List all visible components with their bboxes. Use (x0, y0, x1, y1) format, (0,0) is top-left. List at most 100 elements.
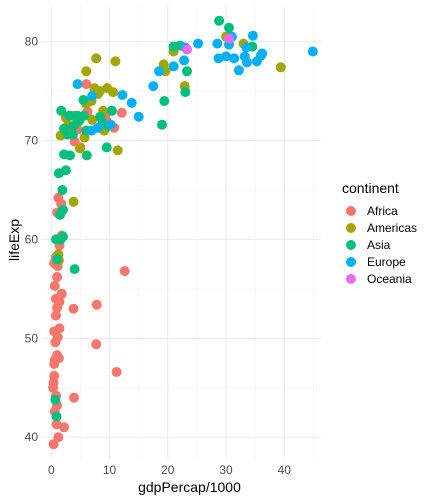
point-europe (233, 65, 244, 76)
y-tick-label: 60 (25, 232, 39, 246)
grid (42, 6, 321, 459)
data-points (48, 15, 318, 450)
y-tick-label: 40 (25, 430, 39, 444)
point-europe (72, 79, 83, 90)
point-asia (69, 264, 80, 275)
point-europe (193, 38, 204, 49)
x-tick-label: 30 (219, 463, 233, 477)
point-asia (50, 394, 61, 405)
point-europe (105, 119, 116, 130)
point-americas (68, 196, 79, 207)
x-tick-label: 40 (278, 463, 292, 477)
point-europe (247, 30, 258, 41)
point-africa (59, 422, 70, 433)
point-americas (87, 114, 98, 125)
point-oceania (182, 44, 192, 55)
legend-label-americas: Americas (367, 221, 417, 235)
point-americas (112, 145, 123, 156)
point-africa (51, 310, 61, 321)
point-asia (58, 231, 68, 242)
point-africa (68, 303, 79, 314)
legend-label-africa: Africa (367, 204, 398, 218)
point-europe (241, 42, 252, 53)
legend-key-asia (346, 240, 356, 250)
y-axis-ticks: 40 50 60 70 80 (25, 35, 39, 445)
point-africa (49, 280, 60, 291)
point-africa (53, 353, 64, 364)
point-americas (94, 86, 105, 97)
point-europe (257, 48, 268, 59)
point-africa (53, 432, 64, 443)
point-africa (91, 299, 102, 310)
point-europe (307, 46, 318, 57)
y-tick-label: 50 (25, 331, 39, 345)
point-europe (117, 90, 128, 100)
point-africa (69, 392, 79, 403)
legend-items: Africa Americas Asia Europe Oceania (346, 204, 417, 286)
point-europe (148, 81, 159, 92)
point-oceania (224, 33, 234, 44)
point-europe (168, 61, 179, 72)
legend-label-oceania: Oceania (367, 272, 412, 286)
point-europe (213, 53, 224, 64)
legend-key-africa (346, 206, 356, 216)
point-asia (65, 150, 75, 161)
point-asia (78, 110, 89, 121)
point-asia (81, 150, 92, 161)
point-asia (57, 185, 68, 195)
point-asia (59, 123, 70, 134)
point-africa (119, 266, 130, 277)
point-asia (182, 66, 192, 77)
point-africa (52, 272, 63, 282)
y-tick-label: 70 (25, 134, 39, 148)
legend-title: continent (342, 180, 399, 196)
point-africa (48, 439, 59, 450)
point-asia (60, 165, 71, 176)
point-asia (224, 22, 234, 33)
point-africa (111, 367, 122, 377)
point-europe (229, 53, 240, 64)
point-asia (214, 15, 225, 26)
x-tick-label: 0 (48, 463, 55, 477)
y-tick-label: 80 (25, 35, 39, 49)
point-africa (49, 370, 60, 381)
x-tick-label: 20 (161, 463, 175, 477)
point-asia (64, 110, 75, 121)
x-axis-ticks: 0 10 20 30 40 (48, 463, 291, 477)
point-asia (52, 254, 63, 265)
point-asia (78, 95, 89, 105)
x-tick-label: 10 (103, 463, 117, 477)
point-americas (110, 56, 121, 67)
point-africa (53, 192, 64, 203)
point-europe (92, 122, 103, 133)
x-axis-title: gdpPercap/1000 (138, 479, 241, 495)
point-americas (91, 53, 102, 64)
y-axis-title: lifeExp (6, 219, 22, 261)
legend-key-americas (346, 223, 356, 233)
point-asia (159, 96, 170, 106)
point-europe (221, 51, 232, 62)
point-africa (81, 79, 92, 90)
point-americas (81, 66, 92, 77)
point-europe (242, 57, 252, 68)
point-europe (179, 55, 190, 66)
point-asia (56, 105, 67, 116)
point-africa (54, 323, 65, 334)
point-americas (108, 87, 119, 98)
point-americas (275, 62, 286, 73)
point-europe (212, 38, 223, 49)
point-americas (74, 143, 85, 154)
point-europe (251, 56, 262, 67)
point-asia (58, 204, 68, 215)
point-africa (56, 288, 67, 299)
point-asia (67, 129, 78, 140)
point-asia (180, 87, 191, 98)
legend: continent Africa Americas Asia Europe Oceani… (342, 180, 417, 286)
point-europe (126, 97, 137, 108)
point-europe (133, 111, 144, 122)
point-asia (106, 105, 117, 116)
legend-key-oceania (346, 274, 356, 284)
legend-label-europe: Europe (367, 255, 406, 269)
legend-label-asia: Asia (367, 238, 391, 252)
